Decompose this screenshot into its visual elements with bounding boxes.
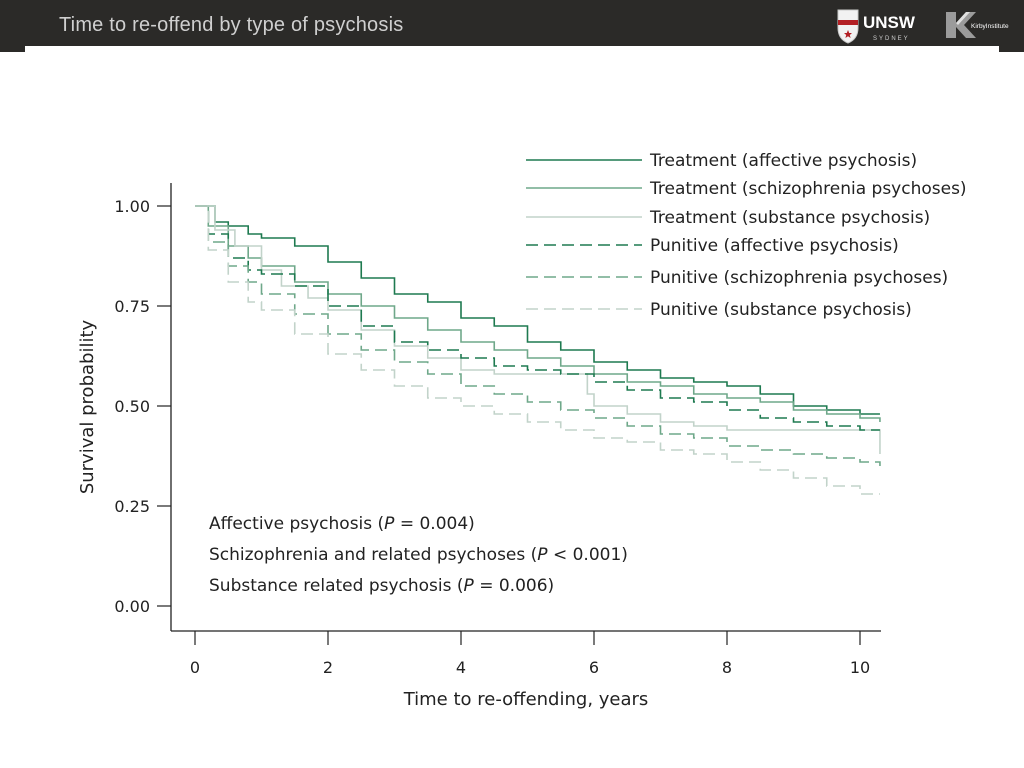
unsw-logo-subtext: SYDNEY: [873, 36, 910, 42]
series-line-5: [195, 205, 881, 466]
legend-label: Punitive (schizophrenia psychoses): [650, 268, 948, 288]
x-tick-label: 2: [323, 658, 333, 677]
p-value-annotations: Affective psychosis (P = 0.004) Schizophr…: [209, 514, 628, 596]
series-line-1: [195, 205, 880, 415]
unsw-logo-text: UNSW: [863, 13, 916, 32]
series-lines: [195, 205, 881, 495]
legend-label: Punitive (substance psychosis): [650, 300, 912, 320]
kirby-logo-text: KirbyInstitute: [971, 23, 1009, 30]
y-ticks: 0.00 0.25 0.50 0.75 1.00: [114, 197, 171, 616]
x-tick-label: 0: [190, 658, 200, 677]
unsw-crest-band: [838, 20, 858, 25]
x-tick-label: 10: [850, 658, 870, 677]
axes: [170, 183, 881, 632]
unsw-crest-star: [844, 30, 852, 38]
unsw-crest-icon: [837, 9, 859, 44]
p-value-annotation: Substance related psychosis (P = 0.006): [209, 576, 554, 596]
slide-title: Time to re-offend by type of psychosis: [59, 14, 404, 36]
y-tick-label: 0.25: [114, 497, 150, 516]
y-tick-label: 0.00: [114, 597, 150, 616]
legend-label: Punitive (affective psychosis): [650, 236, 899, 256]
kirby-logo: KirbyInstitute: [946, 12, 1009, 38]
legend-label: Treatment (affective psychosis): [649, 151, 917, 171]
x-axis-title: Time to re-offending, years: [403, 689, 649, 710]
p-value-annotation: Schizophrenia and related psychoses (P <…: [209, 545, 628, 565]
x-ticks: 0 2 4 6 8 10: [190, 631, 870, 677]
y-tick-label: 0.50: [114, 397, 150, 416]
series-line-3: [195, 205, 881, 454]
legend: Treatment (affective psychosis) Treatment…: [526, 151, 967, 320]
x-tick-label: 8: [722, 658, 732, 677]
legend-label: Treatment (schizophrenia psychoses): [649, 179, 967, 199]
legend-label: Treatment (substance psychosis): [649, 208, 930, 228]
header-underline-tab: [25, 46, 999, 56]
series-line-4: [195, 205, 880, 431]
y-axis-title: Survival probability: [77, 319, 98, 494]
kirby-k-icon: [946, 12, 976, 38]
x-tick-label: 4: [456, 658, 466, 677]
unsw-logo: UNSW SYDNEY: [837, 9, 916, 44]
p-value-annotation: Affective psychosis (P = 0.004): [209, 514, 475, 534]
y-tick-label: 1.00: [114, 197, 150, 216]
y-tick-label: 0.75: [114, 297, 150, 316]
kirby-k-accent-icon: [956, 12, 970, 25]
x-tick-label: 6: [589, 658, 599, 677]
series-line-6: [195, 205, 880, 495]
